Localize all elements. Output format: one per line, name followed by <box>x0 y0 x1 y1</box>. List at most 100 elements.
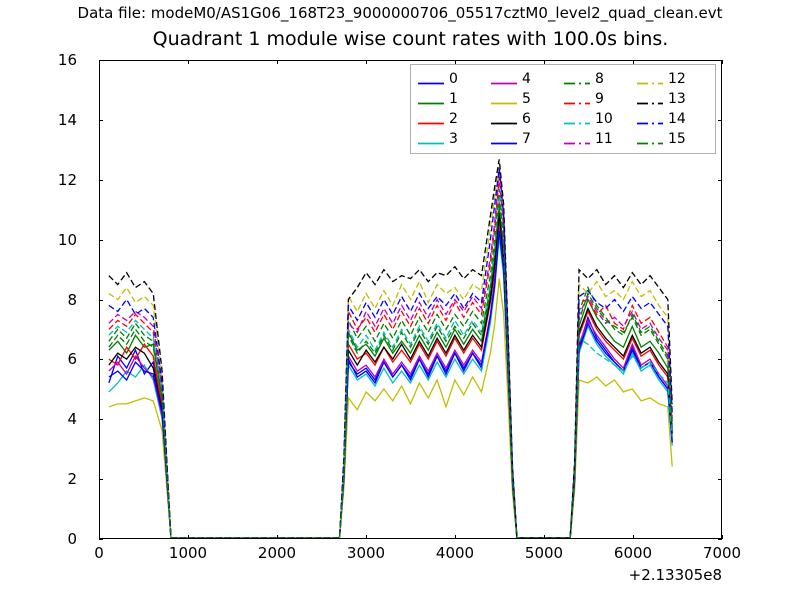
y-tick-mark <box>99 359 103 361</box>
x-tick-mark-top <box>633 60 634 64</box>
y-tick-mark <box>99 60 103 61</box>
legend-entry-3[interactable]: 3 <box>417 130 490 149</box>
legend-line-swatch-9 <box>563 94 591 105</box>
series-line-6 <box>109 213 672 538</box>
legend-label-8: 8 <box>595 71 604 87</box>
legend-box[interactable]: 0 1 2 3 4 5 6 7 8 9 10 11 12 13 14 15 <box>410 64 716 154</box>
legend-label-14: 14 <box>668 111 686 127</box>
legend-entry-2[interactable]: 2 <box>417 110 490 129</box>
x-tick-label-7000: 7000 <box>702 544 742 562</box>
y-tick-mark-right <box>718 359 722 361</box>
legend-entry-11[interactable]: 11 <box>563 130 636 149</box>
legend-label-7: 7 <box>522 131 531 147</box>
x-tick-label-0: 0 <box>94 544 104 562</box>
series-lines-svg <box>100 61 721 538</box>
y-tick-mark <box>99 119 103 121</box>
legend-entry-13[interactable]: 13 <box>636 90 709 109</box>
plot-title: Quadrant 1 module wise count rates with … <box>152 28 669 50</box>
series-line-4 <box>109 225 672 538</box>
legend-entry-14[interactable]: 14 <box>636 110 709 129</box>
x-tick-mark-top <box>455 60 456 64</box>
data-file-caption: Data file: modeM0/AS1G06_168T23_90000007… <box>77 4 723 22</box>
x-tick-label-1000: 1000 <box>168 544 208 562</box>
series-line-11 <box>109 171 672 538</box>
y-tick-label-14: 14 <box>57 110 77 129</box>
legend-label-6: 6 <box>522 111 531 127</box>
x-tick-mark <box>722 535 723 539</box>
legend-line-swatch-5 <box>490 94 518 105</box>
y-tick-mark-right <box>718 539 722 540</box>
y-tick-mark-right <box>718 299 722 301</box>
y-tick-mark-right <box>718 179 722 181</box>
x-tick-mark <box>544 535 545 539</box>
legend-label-3: 3 <box>449 131 458 147</box>
legend-entry-15[interactable]: 15 <box>636 130 709 149</box>
x-tick-label-6000: 6000 <box>613 544 653 562</box>
legend-line-swatch-4 <box>490 74 518 85</box>
y-tick-mark <box>99 539 103 540</box>
y-tick-mark <box>99 239 103 241</box>
legend-grid: 0 1 2 3 4 5 6 7 8 9 10 11 12 13 14 15 <box>417 69 709 149</box>
x-tick-label-2000: 2000 <box>257 544 297 562</box>
legend-line-swatch-10 <box>563 114 591 125</box>
y-tick-mark <box>99 479 103 481</box>
series-line-3 <box>109 237 672 538</box>
x-tick-mark <box>188 535 189 539</box>
x-tick-label-5000: 5000 <box>524 544 564 562</box>
legend-label-11: 11 <box>595 131 613 147</box>
x-axis-offset-label: +2.13305e8 <box>628 566 722 584</box>
legend-line-swatch-13 <box>636 94 664 105</box>
legend-entry-1[interactable]: 1 <box>417 90 490 109</box>
y-tick-mark-right <box>718 419 722 421</box>
legend-line-swatch-14 <box>636 114 664 125</box>
x-tick-mark-top <box>277 60 278 64</box>
series-line-14 <box>109 168 672 538</box>
legend-line-swatch-0 <box>417 74 445 85</box>
y-tick-label-2: 2 <box>67 470 77 489</box>
legend-label-9: 9 <box>595 91 604 107</box>
y-tick-mark <box>99 419 103 421</box>
legend-line-swatch-2 <box>417 114 445 125</box>
series-line-12 <box>109 165 672 538</box>
legend-entry-6[interactable]: 6 <box>490 110 563 129</box>
y-tick-label-8: 8 <box>67 290 77 309</box>
y-tick-label-0: 0 <box>67 530 77 548</box>
x-tick-label-4000: 4000 <box>435 544 475 562</box>
x-tick-mark-top <box>366 60 367 64</box>
legend-entry-4[interactable]: 4 <box>490 70 563 89</box>
series-line-5 <box>109 279 672 538</box>
legend-line-swatch-12 <box>636 74 664 85</box>
legend-label-0: 0 <box>449 71 458 87</box>
y-tick-mark-right <box>718 479 722 481</box>
legend-label-15: 15 <box>668 131 686 147</box>
legend-label-1: 1 <box>449 91 458 107</box>
legend-line-swatch-11 <box>563 134 591 145</box>
y-tick-mark-right <box>718 239 722 241</box>
series-line-10 <box>109 198 672 538</box>
x-tick-mark <box>455 535 456 539</box>
series-line-8 <box>109 189 672 538</box>
legend-entry-7[interactable]: 7 <box>490 130 563 149</box>
legend-entry-0[interactable]: 0 <box>417 70 490 89</box>
x-tick-mark-top <box>544 60 545 64</box>
legend-label-10: 10 <box>595 111 613 127</box>
y-tick-label-4: 4 <box>67 410 77 429</box>
legend-label-13: 13 <box>668 91 686 107</box>
legend-entry-10[interactable]: 10 <box>563 110 636 129</box>
legend-entry-5[interactable]: 5 <box>490 90 563 109</box>
y-tick-label-10: 10 <box>57 230 77 249</box>
y-tick-mark-right <box>718 60 722 61</box>
legend-line-swatch-15 <box>636 134 664 145</box>
y-tick-mark <box>99 179 103 181</box>
legend-entry-9[interactable]: 9 <box>563 90 636 109</box>
x-tick-mark-top <box>99 60 100 64</box>
y-tick-label-16: 16 <box>57 51 77 69</box>
legend-entry-12[interactable]: 12 <box>636 70 709 89</box>
legend-line-swatch-7 <box>490 134 518 145</box>
legend-line-swatch-8 <box>563 74 591 85</box>
y-tick-mark <box>99 299 103 301</box>
legend-entry-8[interactable]: 8 <box>563 70 636 89</box>
legend-line-swatch-6 <box>490 114 518 125</box>
y-tick-label-12: 12 <box>57 170 77 189</box>
